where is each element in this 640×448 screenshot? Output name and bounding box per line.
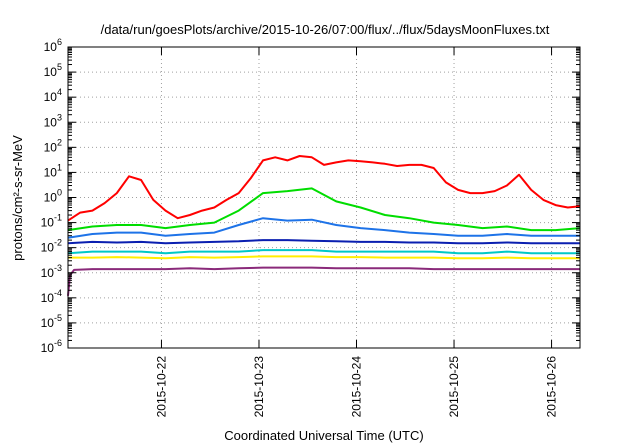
- y-tick-exponent: -6: [54, 338, 62, 348]
- y-tick-label: 102: [44, 137, 62, 154]
- y-tick-base: 10: [44, 165, 58, 179]
- y-tick-label: 104: [44, 87, 62, 104]
- series-line-7: [67, 266, 580, 296]
- y-axis: 10-610-510-410-310-210-11001011021031041…: [41, 37, 580, 355]
- y-tick-exponent: -2: [54, 238, 62, 248]
- y-tick-label: 10-4: [41, 288, 62, 305]
- y-tick-base: 10: [41, 341, 55, 355]
- y-tick-base: 10: [41, 266, 55, 280]
- y-axis-title-main: protons/cm²-s-sr-MeV: [10, 135, 25, 261]
- y-axis-title: protons/cm²-s-sr-MeV: [10, 135, 25, 261]
- y-tick-label: 10-5: [41, 313, 62, 330]
- series-line-2: [67, 187, 581, 232]
- y-tick-exponent: -3: [54, 263, 62, 273]
- series-line-4: [67, 239, 580, 245]
- y-tick-exponent: 0: [57, 188, 62, 198]
- y-tick-base: 10: [44, 65, 58, 79]
- y-tick-exponent: -1: [54, 213, 62, 223]
- x-axis: 2015-10-22 2015-10-23 2015-10-24 2015-10-25…: [154, 47, 559, 418]
- y-tick-base: 10: [44, 191, 58, 205]
- x-tick-label: 2015-10-24: [350, 356, 364, 418]
- x-axis-title: Coordinated Universal Time (UTC): [224, 428, 423, 443]
- y-tick-exponent: 1: [57, 162, 62, 172]
- y-tick-exponent: 5: [57, 62, 62, 72]
- y-tick-exponent: -4: [54, 288, 62, 298]
- y-tick-label: 10-3: [41, 263, 62, 280]
- series-line-5: [67, 249, 580, 255]
- y-tick-base: 10: [44, 140, 58, 154]
- y-tick-label: 10-1: [41, 213, 62, 230]
- series-line-3: [67, 217, 580, 239]
- y-tick-label: 103: [44, 112, 62, 129]
- x-tick-label: 2015-10-22: [154, 356, 168, 418]
- y-tick-exponent: 4: [57, 87, 62, 97]
- series-layer: [67, 155, 581, 296]
- y-tick-label: 10-6: [41, 338, 62, 355]
- y-tick-base: 10: [41, 241, 55, 255]
- y-tick-exponent: 6: [57, 37, 62, 47]
- y-tick-base: 10: [41, 216, 55, 230]
- y-tick-exponent: -5: [54, 313, 62, 323]
- series-line-1: [67, 155, 581, 222]
- y-tick-label: 100: [44, 188, 62, 205]
- y-tick-exponent: 2: [57, 137, 62, 147]
- y-tick-label: 101: [44, 162, 62, 179]
- chart-title: /data/run/goesPlots/archive/2015-10-26/0…: [101, 22, 550, 37]
- y-tick-base: 10: [44, 40, 58, 54]
- x-tick-label: 2015-10-23: [252, 356, 266, 418]
- x-tick-label: 2015-10-26: [545, 356, 559, 418]
- y-tick-base: 10: [44, 115, 58, 129]
- y-tick-label: 105: [44, 62, 62, 79]
- y-tick-base: 10: [44, 90, 58, 104]
- y-tick-exponent: 3: [57, 112, 62, 122]
- x-tick-label: 2015-10-25: [447, 356, 461, 418]
- series-line-6: [68, 255, 580, 260]
- y-tick-base: 10: [41, 316, 55, 330]
- y-tick-label: 10-2: [41, 238, 62, 255]
- y-tick-label: 106: [44, 37, 62, 54]
- y-tick-base: 10: [41, 291, 55, 305]
